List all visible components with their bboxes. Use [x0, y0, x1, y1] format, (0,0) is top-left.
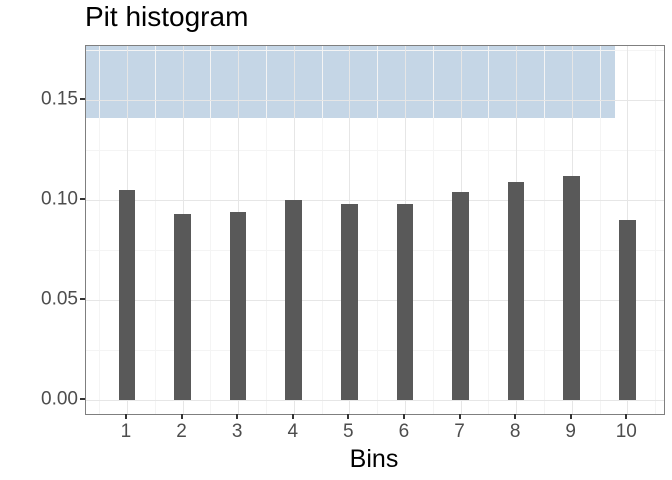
minor-gridline-vertical — [265, 46, 267, 414]
x-axis-tick-label: 1 — [120, 421, 132, 442]
minor-gridline-horizontal — [86, 250, 664, 251]
minor-gridline-vertical — [321, 46, 323, 414]
x-axis-tick-mark — [180, 414, 183, 419]
x-axis-tick-label: 4 — [287, 421, 299, 442]
x-axis-tick-mark — [347, 414, 350, 419]
x-axis-tick-label: 6 — [398, 421, 410, 442]
minor-gridline-vertical — [154, 46, 156, 414]
histogram-bar — [563, 176, 581, 400]
x-axis-tick-label: 2 — [176, 421, 187, 442]
x-axis-tick-mark — [236, 414, 239, 419]
y-axis-tick-label: 0.10 — [41, 188, 78, 210]
minor-gridline-vertical — [432, 46, 434, 414]
histogram-bar — [229, 212, 247, 400]
histogram-bar — [396, 204, 414, 400]
x-axis-tick-label: 10 — [615, 421, 637, 442]
x-axis-tick-mark — [569, 414, 572, 419]
major-gridline-horizontal — [86, 100, 664, 101]
x-axis-title: Bins — [349, 445, 399, 473]
minor-gridline-horizontal — [86, 50, 664, 51]
minor-gridline-vertical — [655, 46, 657, 414]
minor-gridline-vertical — [488, 46, 490, 414]
minor-gridline-horizontal — [86, 150, 664, 151]
histogram-bar — [618, 220, 636, 400]
x-axis-tick-label: 7 — [454, 421, 465, 442]
minor-gridline-vertical — [377, 46, 379, 414]
y-axis-tick-label: 0.05 — [41, 288, 78, 310]
y-axis-tick-mark — [80, 98, 85, 100]
minor-gridline-vertical — [210, 46, 212, 414]
y-axis-tick-mark — [80, 398, 85, 400]
x-axis-tick-label: 9 — [565, 421, 576, 442]
x-axis-tick-mark — [458, 414, 461, 419]
major-gridline-horizontal — [86, 200, 664, 201]
histogram-bar — [118, 190, 136, 400]
y-axis-tick-label: 0.15 — [41, 88, 78, 110]
x-axis-tick-mark — [625, 414, 628, 419]
major-gridline-horizontal — [86, 300, 664, 301]
minor-gridline-horizontal — [86, 350, 664, 351]
histogram-bar — [341, 204, 358, 400]
histogram-bar — [285, 200, 303, 400]
x-axis-tick-mark — [291, 414, 294, 419]
y-axis-tick-label: 0.00 — [41, 388, 78, 410]
major-gridline-horizontal — [86, 400, 664, 401]
y-axis-tick-mark — [80, 298, 85, 300]
x-axis-tick-label: 5 — [343, 421, 354, 442]
histogram-bar — [174, 214, 191, 400]
x-axis-tick-mark — [124, 414, 127, 419]
minor-gridline-vertical — [543, 46, 545, 414]
x-axis-tick-mark — [402, 414, 405, 419]
x-axis-tick-label: 3 — [231, 421, 243, 442]
plot-title: Pit histogram — [85, 1, 249, 32]
histogram-bar — [507, 182, 525, 400]
minor-gridline-vertical — [599, 46, 601, 414]
histogram-bar — [452, 192, 469, 400]
x-axis-tick-mark — [514, 414, 517, 419]
plot-panel — [85, 45, 665, 415]
confidence-band — [86, 46, 616, 118]
x-axis-tick-label: 8 — [509, 421, 521, 442]
minor-gridline-vertical — [99, 46, 101, 414]
y-axis-tick-mark — [80, 198, 85, 200]
